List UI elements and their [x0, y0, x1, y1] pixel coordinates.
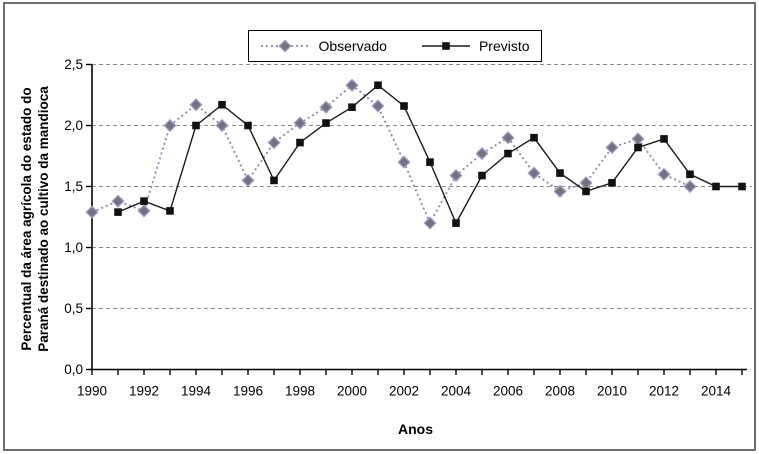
x-tick-label: 1992 [129, 384, 159, 399]
diamond-marker [241, 173, 255, 187]
square-marker [270, 176, 278, 185]
square-marker [686, 170, 694, 179]
x-tick-label: 2000 [337, 384, 367, 399]
square-marker [504, 149, 512, 158]
legend: Observado Previsto [248, 30, 542, 62]
diamond-marker [605, 140, 619, 155]
legend-label-previsto: Previsto [478, 38, 530, 54]
square-marker [192, 121, 200, 130]
diamond-marker [371, 99, 385, 113]
diamond-marker [449, 168, 463, 183]
diamond-marker [527, 166, 541, 180]
y-tick-label: 2,5 [64, 57, 83, 72]
square-marker [582, 187, 590, 196]
square-marker [660, 135, 668, 143]
y-tick-label: 0,5 [64, 301, 83, 316]
diamond-marker [657, 167, 671, 181]
square-marker [712, 182, 720, 191]
y-tick-label: 2,0 [64, 118, 83, 133]
square-marker [296, 138, 304, 147]
square-marker [478, 171, 486, 180]
diamond-marker [501, 131, 515, 145]
square-marker [400, 102, 408, 110]
chart-frame: Observado Previsto Percentual da área ag… [3, 2, 756, 451]
diamond-marker [553, 184, 567, 198]
x-tick-label: 2014 [701, 384, 732, 399]
x-tick-label: 1996 [233, 384, 263, 399]
y-tick-label: 1,0 [64, 240, 83, 255]
x-tick-label: 2008 [545, 384, 575, 399]
diamond-marker [215, 118, 229, 133]
diamond-marker [345, 78, 359, 92]
x-tick-label: 2012 [649, 384, 679, 399]
x-tick-label: 1998 [285, 384, 315, 399]
x-tick-label: 2010 [597, 384, 627, 399]
y-tick-label: 0,0 [64, 362, 83, 377]
diamond-marker [423, 216, 437, 230]
x-tick-label: 1994 [181, 384, 212, 399]
y-tick-label: 1,5 [64, 179, 83, 194]
diamond-marker [111, 194, 125, 208]
square-marker [426, 158, 434, 166]
square-marker [140, 197, 148, 205]
x-tick-label: 1990 [77, 384, 107, 399]
diamond-marker [163, 118, 177, 133]
square-marker [348, 103, 356, 111]
diamond-marker [85, 205, 99, 219]
observado-line-marker-swatch [260, 40, 310, 52]
square-marker [608, 179, 616, 187]
x-tick-label: 2006 [493, 384, 523, 399]
square-marker [738, 182, 746, 191]
square-marker [218, 100, 226, 109]
diamond-marker [397, 155, 411, 169]
series-line-previsto [117, 84, 742, 225]
legend-entry-observado: Observado [260, 38, 387, 54]
plot-svg: 0,0 0,5 1,0 1,5 2,0 2,5 1990 1992 1994 1996 1998 20… [64, 57, 752, 399]
previsto-line-marker-swatch [421, 40, 471, 52]
diamond-marker [267, 136, 281, 150]
legend-label-observado: Observado [318, 38, 387, 54]
diamond-marker [319, 100, 333, 114]
diamond-marker [293, 116, 307, 130]
diamond-marker [475, 146, 489, 161]
square-marker [322, 119, 330, 127]
diamond-marker [631, 132, 645, 146]
square-marker [530, 133, 538, 142]
legend-entry-previsto: Previsto [421, 39, 530, 53]
x-tick-label: 2004 [441, 384, 472, 399]
square-marker [634, 143, 642, 152]
square-marker [452, 219, 460, 227]
square-marker [114, 208, 122, 216]
x-tick-label: 2002 [389, 384, 419, 399]
series-line-observado [91, 84, 691, 226]
diamond-marker [189, 98, 203, 112]
square-marker [244, 121, 252, 130]
square-marker [166, 207, 174, 215]
diamond-marker [579, 176, 593, 190]
diamond-marker [683, 179, 697, 194]
diamond-marker [137, 204, 151, 218]
square-marker [374, 81, 382, 90]
x-axis-title: Anos [398, 421, 433, 437]
square-marker [556, 169, 564, 177]
